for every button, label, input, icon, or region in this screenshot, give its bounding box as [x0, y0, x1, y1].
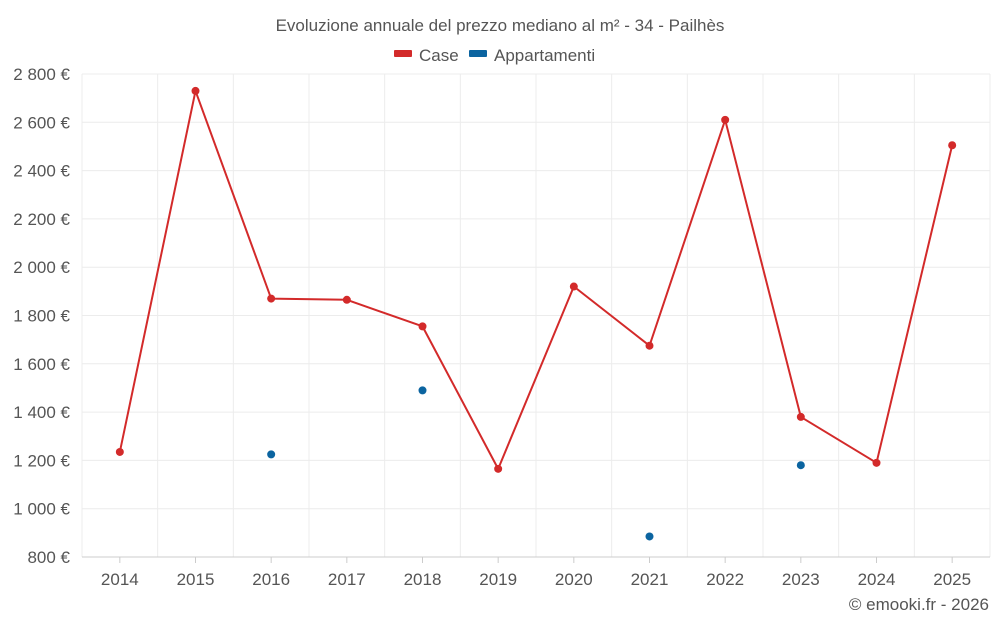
x-tick-label: 2016 — [252, 570, 290, 589]
y-tick-label: 2 000 € — [13, 258, 70, 277]
legend-swatch-appartamenti — [469, 50, 487, 57]
data-point-case — [796, 412, 805, 421]
data-point-appartamenti — [796, 461, 805, 470]
x-axis: 2014 2015 2016 2017 2018 2019 2020 2021 2022 2023… — [82, 556, 990, 589]
data-point-case — [569, 282, 578, 291]
data-point-case — [191, 86, 200, 95]
y-tick-label: 1 400 € — [13, 403, 70, 422]
data-point-case — [645, 341, 654, 350]
y-tick-label: 1 800 € — [13, 307, 70, 326]
x-tick-label: 2022 — [706, 570, 744, 589]
y-tick-label: 800 € — [27, 548, 70, 567]
y-tick-label: 2 800 € — [13, 65, 70, 84]
x-tick-label: 2025 — [933, 570, 971, 589]
x-tick-label: 2024 — [858, 570, 896, 589]
series-line-case — [118, 89, 954, 470]
data-point-case — [418, 322, 427, 331]
legend: Case Appartamenti — [394, 46, 595, 65]
legend-item-appartamenti[interactable]: Appartamenti — [469, 46, 595, 65]
credit-text: © emooki.fr - 2026 — [849, 595, 989, 614]
y-tick-label: 1 200 € — [13, 451, 70, 470]
grid — [81, 73, 991, 557]
data-point-case — [872, 458, 881, 467]
legend-swatch-case — [394, 50, 412, 57]
x-tick-label: 2021 — [631, 570, 669, 589]
data-point-case — [115, 447, 124, 456]
y-tick-label: 2 400 € — [13, 162, 70, 181]
y-tick-label: 2 600 € — [13, 113, 70, 132]
data-point-case — [948, 141, 957, 150]
series-layer — [115, 86, 957, 541]
data-point-case — [342, 295, 351, 304]
y-axis: 800 € 1 000 € 1 200 € 1 400 € 1 600 € 1 800 €… — [13, 65, 70, 567]
y-tick-label: 2 200 € — [13, 210, 70, 229]
data-point-case — [267, 294, 276, 303]
data-point-case — [494, 464, 503, 473]
x-tick-label: 2017 — [328, 570, 366, 589]
legend-item-case[interactable]: Case — [394, 46, 459, 65]
legend-label-case: Case — [419, 46, 459, 65]
y-tick-label: 1 600 € — [13, 355, 70, 374]
x-tick-label: 2018 — [404, 570, 442, 589]
data-point-case — [721, 115, 730, 124]
chart-title: Evoluzione annuale del prezzo mediano al… — [276, 16, 725, 35]
data-point-appartamenti — [267, 450, 276, 459]
x-tick-label: 2023 — [782, 570, 820, 589]
data-point-appartamenti — [645, 532, 654, 541]
y-tick-label: 1 000 € — [13, 500, 70, 519]
x-tick-label: 2014 — [101, 570, 139, 589]
x-tick-label: 2020 — [555, 570, 593, 589]
x-tick-label: 2015 — [177, 570, 215, 589]
x-tick-label: 2019 — [479, 570, 517, 589]
legend-label-appartamenti: Appartamenti — [494, 46, 595, 65]
data-point-appartamenti — [418, 386, 427, 395]
